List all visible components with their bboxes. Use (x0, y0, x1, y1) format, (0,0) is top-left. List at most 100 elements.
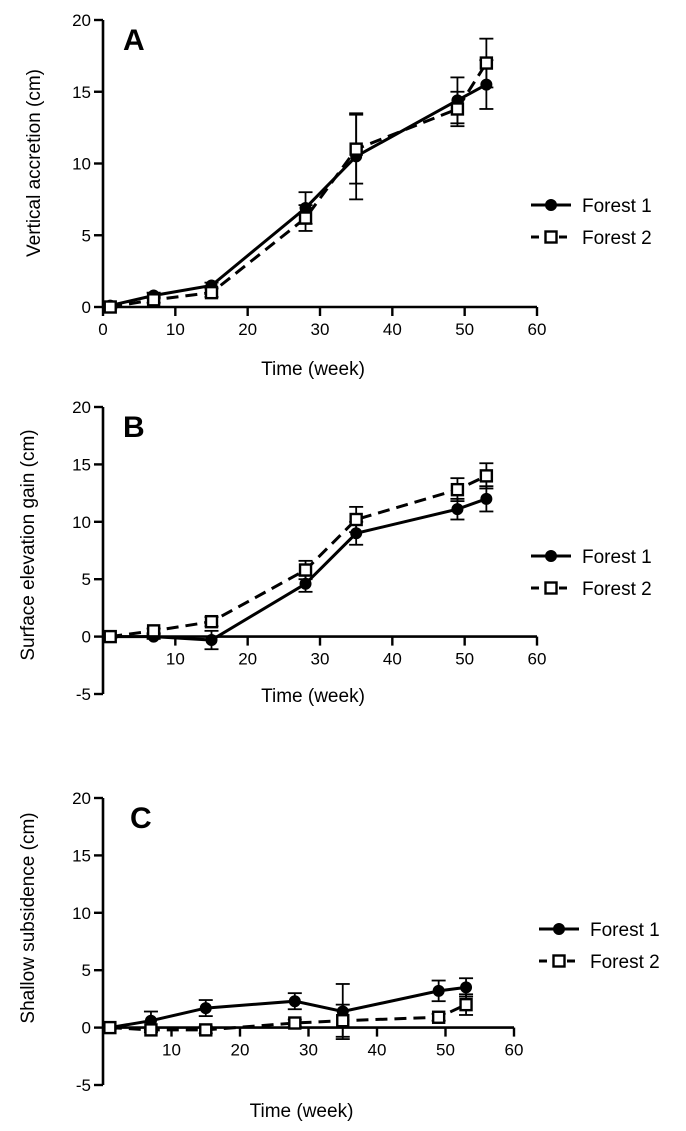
legend-marker (544, 581, 558, 595)
series-line (110, 474, 488, 639)
data-point (146, 293, 161, 307)
x-tick-label: 40 (383, 320, 402, 339)
series-line (109, 83, 488, 308)
data-point (205, 634, 218, 647)
data-point (479, 56, 494, 70)
data-point (349, 142, 363, 156)
x-tick-label: 30 (311, 320, 330, 339)
legend-label: Forest 2 (582, 579, 652, 600)
legend-label: Forest 1 (590, 920, 660, 941)
series-2 (103, 37, 494, 314)
y-tick-label: 0 (82, 1019, 91, 1038)
data-point (204, 285, 219, 300)
x-tick-label: 50 (455, 650, 474, 669)
legend-label: Forest 1 (582, 547, 652, 568)
legend-marker (552, 954, 566, 968)
x-axis-title: Time (week) (261, 359, 365, 380)
x-tick-label: 10 (166, 320, 185, 339)
panel-letter: B (123, 411, 145, 444)
data-point (103, 1020, 117, 1035)
data-point (144, 1023, 158, 1037)
x-tick-label: 10 (166, 650, 185, 669)
y-tick-label: 10 (72, 904, 91, 923)
data-point (431, 1010, 446, 1024)
series-line (109, 62, 488, 309)
data-point (459, 997, 473, 1012)
series-line (110, 497, 487, 642)
data-point (451, 503, 464, 516)
data-point (480, 492, 493, 505)
panel-b: -5 0 5 10 15 20 10 20 30 40 50 60 Time (week) Surface… (18, 398, 652, 707)
data-point (298, 563, 313, 577)
y-tick-label: 0 (82, 628, 91, 647)
y-axis-title: Shallow subsidence (cm) (18, 812, 39, 1023)
y-tick-label: 20 (72, 11, 91, 30)
panel-a: 0 5 10 15 20 0 10 20 30 40 50 60 Time (week) Vertical… (24, 11, 652, 380)
x-axis-title: Time (week) (250, 1101, 354, 1122)
data-point (432, 984, 445, 997)
y-axis-title: Surface elevation gain (cm) (18, 429, 39, 660)
y-tick-label: 15 (72, 455, 91, 474)
x-tick-label: 50 (436, 1041, 455, 1060)
legend-marker (553, 923, 565, 935)
data-point (460, 981, 473, 994)
x-axis-title: Time (week) (261, 686, 365, 707)
y-tick-label: 5 (82, 961, 91, 980)
y-tick-label: -5 (76, 685, 91, 704)
data-point (288, 995, 301, 1008)
y-tick-label: 20 (72, 398, 91, 417)
y-tick-label: 10 (72, 513, 91, 532)
data-point (204, 614, 219, 629)
y-tick-label: 5 (82, 570, 91, 589)
x-tick-label: 60 (528, 650, 547, 669)
y-tick-label: 15 (72, 83, 91, 102)
x-tick-label: 60 (505, 1041, 524, 1060)
legend-marker (545, 199, 557, 211)
x-tick-label: 20 (231, 1041, 250, 1060)
data-point (298, 211, 313, 225)
data-point (349, 512, 363, 527)
data-point (450, 102, 465, 116)
y-tick-label: 5 (82, 226, 91, 245)
series-1 (103, 59, 494, 312)
panel-letter: A (123, 24, 145, 57)
legend-marker (545, 550, 557, 562)
data-point (146, 624, 161, 638)
x-tick-label: 60 (528, 320, 547, 339)
x-tick-label: 50 (455, 320, 474, 339)
legend-label: Forest 1 (582, 196, 652, 217)
legend: Forest 1 Forest 2 (531, 196, 652, 249)
x-tick-label: 10 (162, 1041, 181, 1060)
y-axis-title: Vertical accretion (cm) (24, 69, 45, 257)
y-tick-label: 20 (72, 789, 91, 808)
legend: Forest 1 Forest 2 (539, 920, 660, 973)
x-tick-label: 30 (311, 650, 330, 669)
y-tick-label: 15 (72, 846, 91, 865)
data-point (288, 1016, 302, 1030)
x-tick-label: 30 (299, 1041, 318, 1060)
data-point (199, 1023, 213, 1037)
data-point (450, 482, 465, 497)
y-tick-label: 10 (72, 155, 91, 174)
legend-label: Forest 2 (582, 228, 652, 249)
series-2 (103, 462, 494, 644)
legend-label: Forest 2 (590, 952, 660, 973)
data-point (336, 1014, 350, 1028)
data-point (199, 1002, 212, 1015)
y-tick-label: -5 (76, 1076, 91, 1095)
series-1 (103, 485, 494, 651)
data-point (479, 469, 494, 483)
x-tick-label: 20 (238, 320, 257, 339)
data-point (103, 300, 117, 314)
series-2 (102, 993, 474, 1038)
panel-letter: C (130, 802, 152, 835)
legend-marker (544, 230, 558, 244)
y-tick-label: 0 (82, 298, 91, 317)
x-tick-label: 20 (238, 650, 257, 669)
x-tick-label: 0 (98, 320, 107, 339)
data-point (103, 629, 117, 644)
x-tick-label: 40 (368, 1041, 387, 1060)
x-tick-label: 40 (383, 650, 402, 669)
panel-c: -5 0 5 10 15 20 10 20 30 40 50 60 Time (week) Shallow… (18, 789, 660, 1122)
